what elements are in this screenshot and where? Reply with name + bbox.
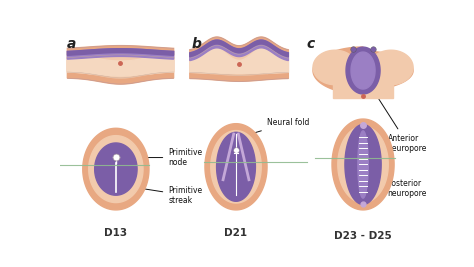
Polygon shape bbox=[313, 47, 413, 94]
Polygon shape bbox=[67, 56, 173, 76]
Text: Primitive
node: Primitive node bbox=[120, 148, 202, 167]
Polygon shape bbox=[338, 126, 388, 203]
Polygon shape bbox=[67, 49, 173, 59]
Text: Posterior
neuropore: Posterior neuropore bbox=[367, 179, 427, 198]
Polygon shape bbox=[358, 131, 368, 198]
Polygon shape bbox=[67, 46, 173, 84]
Polygon shape bbox=[345, 55, 381, 80]
Polygon shape bbox=[369, 50, 413, 85]
Polygon shape bbox=[190, 40, 288, 57]
Polygon shape bbox=[83, 128, 149, 210]
Text: Anterior
neuropore: Anterior neuropore bbox=[365, 78, 427, 153]
Text: Neural fold: Neural fold bbox=[240, 118, 309, 138]
Polygon shape bbox=[89, 136, 143, 203]
Polygon shape bbox=[217, 132, 255, 201]
Polygon shape bbox=[190, 37, 288, 81]
Text: a: a bbox=[66, 37, 76, 51]
Polygon shape bbox=[190, 45, 288, 75]
Text: D23 - D25: D23 - D25 bbox=[334, 231, 392, 241]
Text: D13: D13 bbox=[104, 228, 128, 238]
Text: b: b bbox=[191, 37, 201, 51]
Polygon shape bbox=[190, 40, 288, 61]
Polygon shape bbox=[205, 124, 267, 210]
Polygon shape bbox=[95, 143, 137, 195]
Polygon shape bbox=[345, 124, 381, 205]
Polygon shape bbox=[346, 47, 380, 94]
Polygon shape bbox=[333, 82, 393, 98]
Text: D21: D21 bbox=[224, 228, 247, 238]
Text: c: c bbox=[307, 37, 315, 51]
Polygon shape bbox=[332, 119, 394, 210]
Polygon shape bbox=[313, 50, 357, 85]
Polygon shape bbox=[351, 52, 375, 89]
Text: Primitive
streak: Primitive streak bbox=[120, 184, 202, 205]
Polygon shape bbox=[211, 131, 261, 203]
Polygon shape bbox=[190, 47, 288, 73]
Polygon shape bbox=[67, 55, 173, 78]
Polygon shape bbox=[67, 49, 173, 55]
